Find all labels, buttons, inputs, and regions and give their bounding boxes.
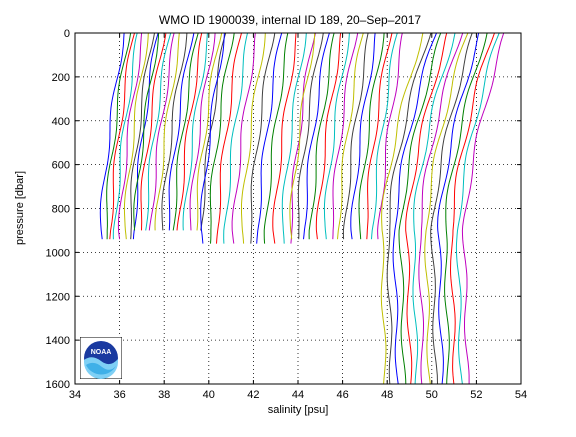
- y-tick-label: 0: [64, 28, 70, 40]
- profile-line: [424, 32, 469, 385]
- y-tick-label: 1200: [46, 291, 70, 303]
- profile-line: [281, 32, 307, 244]
- profile-line: [418, 32, 464, 385]
- x-tick-label: 34: [69, 389, 81, 401]
- profile-line: [256, 32, 283, 244]
- profile-line: [176, 32, 203, 231]
- grid-lines: [75, 33, 521, 384]
- x-tick-label: 50: [426, 389, 438, 401]
- profile-line: [123, 32, 149, 240]
- x-tick-label: 46: [336, 389, 348, 401]
- profile-line: [337, 32, 364, 240]
- x-tick-label: 52: [470, 389, 482, 401]
- profile-line: [216, 32, 242, 244]
- x-tick-label: 36: [113, 389, 125, 401]
- profile-line: [297, 32, 324, 240]
- profile-line: [145, 32, 172, 231]
- profile-line: [172, 32, 199, 231]
- profile-line: [182, 32, 208, 231]
- profile-line: [117, 32, 143, 240]
- y-tick-label: 800: [52, 204, 70, 216]
- profile-line: [392, 32, 437, 385]
- x-tick-label: 42: [247, 389, 259, 401]
- profile-line: [430, 32, 473, 385]
- profile-line: [380, 32, 424, 385]
- y-tick-label: 1600: [46, 379, 70, 391]
- profile-line: [132, 32, 159, 240]
- profile-line: [358, 32, 385, 240]
- profile-line: [332, 32, 359, 240]
- axis-ticks: 34 36 38 40 42 44 46 48 50 52 54 0 200 400 600 800 1000 1…: [46, 28, 528, 401]
- profile-line: [106, 32, 132, 240]
- salinity-profiles: [99, 32, 505, 385]
- y-tick-label: 600: [52, 160, 70, 172]
- x-axis-title: salinity [psu]: [268, 404, 329, 416]
- y-axis-title: pressure [dbar]: [14, 171, 26, 245]
- profile-line: [315, 32, 342, 240]
- profile-line: [449, 32, 495, 385]
- profile-line: [342, 32, 369, 240]
- profile-line: [196, 32, 223, 231]
- profile-line: [200, 32, 227, 231]
- noaa-logo: NOAA: [80, 337, 122, 379]
- profile-line: [140, 32, 167, 231]
- profile-line: [154, 32, 180, 231]
- profile-line: [398, 32, 442, 385]
- profile-line: [189, 32, 216, 231]
- profile-line: [308, 32, 335, 240]
- profile-line: [371, 32, 398, 240]
- x-tick-label: 44: [292, 389, 304, 401]
- y-tick-label: 1400: [46, 335, 70, 347]
- profile-line: [303, 32, 330, 240]
- y-tick-label: 200: [52, 72, 70, 84]
- x-tick-label: 38: [158, 389, 170, 401]
- profile-line: [223, 32, 248, 244]
- profile-line: [133, 32, 160, 231]
- profile-line: [112, 32, 138, 240]
- profile-line: [209, 32, 235, 244]
- profile-line: [168, 32, 195, 231]
- profile-line: [455, 32, 500, 385]
- profile-line: [148, 32, 175, 231]
- profile-line: [323, 32, 350, 240]
- profile-line: [377, 32, 403, 240]
- x-tick-label: 40: [203, 389, 215, 401]
- profile-line: [444, 32, 488, 385]
- y-tick-label: 400: [52, 116, 70, 128]
- y-tick-label: 1000: [46, 247, 70, 259]
- profile-line: [130, 32, 155, 240]
- profile-line: [289, 32, 316, 240]
- profile-line: [250, 32, 276, 244]
- noaa-logo-text: NOAA: [91, 349, 112, 356]
- profile-line: [412, 32, 456, 385]
- profile-line: [350, 32, 376, 240]
- profile-line: [405, 32, 448, 385]
- profile-line: [109, 32, 135, 240]
- profile-line: [200, 32, 225, 244]
- x-tick-label: 54: [515, 389, 527, 401]
- profile-line: [161, 32, 188, 231]
- chart-title: WMO ID 1900039, internal ID 189, 20–Sep–…: [159, 13, 421, 27]
- profile-line: [272, 32, 297, 244]
- profile-line: [386, 32, 432, 385]
- profile-line: [461, 32, 505, 384]
- profile-line: [263, 32, 289, 244]
- x-tick-label: 48: [381, 389, 393, 401]
- profile-line: [231, 32, 256, 244]
- profile-line: [366, 32, 393, 240]
- profile-line: [99, 32, 125, 240]
- profile-line: [437, 32, 480, 385]
- profile-line: [241, 32, 266, 244]
